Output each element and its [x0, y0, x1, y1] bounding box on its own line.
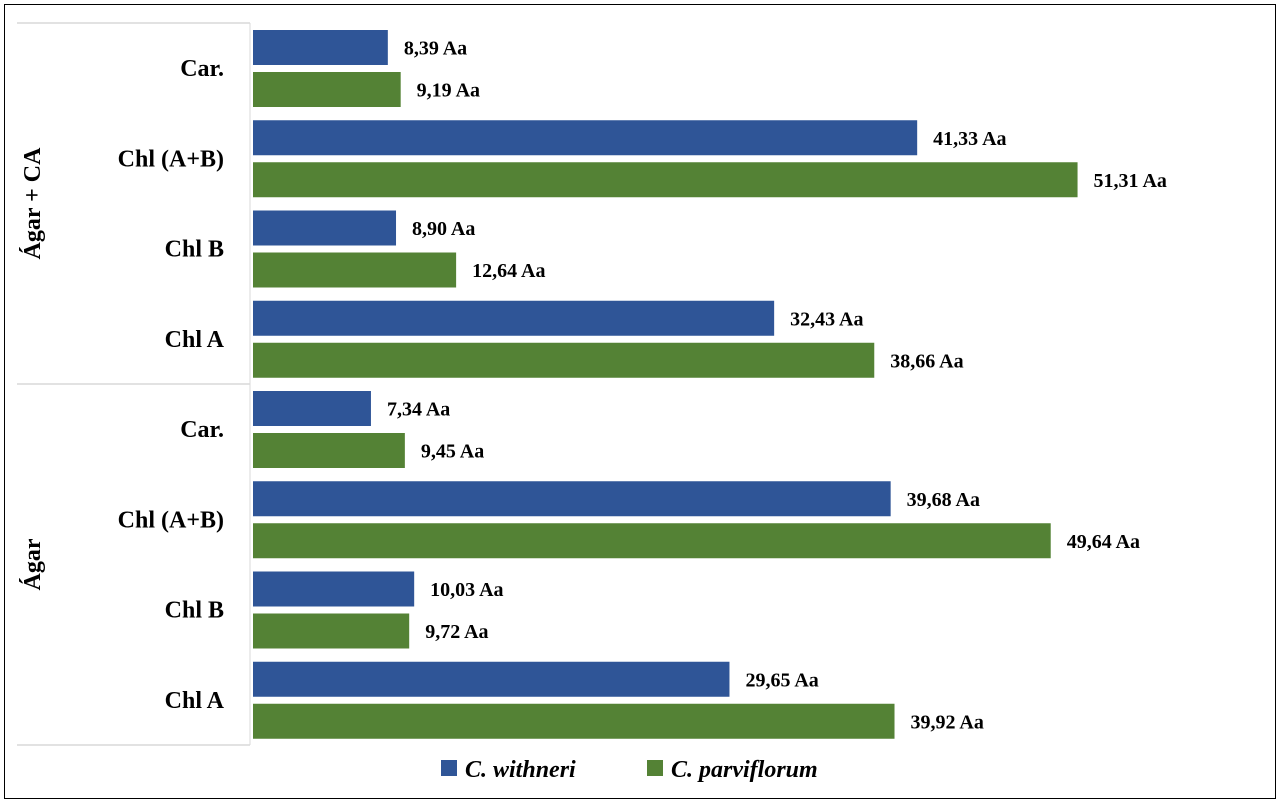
data-label: 51,31 Aa: [1094, 170, 1167, 192]
data-label: 39,68 Aa: [907, 489, 980, 511]
legend-label: C. withneri: [465, 757, 576, 783]
bar: [253, 300, 775, 336]
category-label: Chl (A+B): [118, 507, 224, 533]
data-label: 39,92 Aa: [911, 711, 984, 733]
category-label: Chl B: [165, 598, 224, 624]
data-label: 9,19 Aa: [417, 80, 480, 102]
legend-swatch: [441, 760, 457, 776]
bar: [253, 30, 388, 65]
data-label: 32,43 Aa: [790, 308, 863, 330]
bar: [253, 342, 875, 378]
data-label: 8,90 Aa: [412, 218, 475, 240]
bar: [253, 391, 371, 426]
category-label: Chl (A+B): [118, 146, 224, 172]
data-label: 10,03 Aa: [430, 579, 503, 601]
bar: [253, 120, 918, 156]
bar: [253, 571, 415, 607]
data-label: 41,33 Aa: [933, 128, 1006, 150]
legend-swatch: [647, 760, 663, 776]
group-label: Ágar: [20, 538, 46, 590]
data-label: 38,66 Aa: [890, 350, 963, 372]
data-label: 8,39 Aa: [404, 38, 467, 60]
data-label: 9,45 Aa: [421, 441, 484, 463]
bar: [253, 661, 730, 697]
data-label: 49,64 Aa: [1067, 531, 1140, 553]
category-label: Chl B: [165, 237, 224, 263]
legend-label: C. parviflorum: [671, 757, 818, 783]
category-label: Chl A: [165, 688, 225, 714]
bar: [253, 481, 891, 517]
bar: [253, 433, 405, 468]
bar: [253, 613, 410, 649]
data-label: 29,65 Aa: [745, 669, 818, 691]
bar: [253, 703, 895, 739]
data-label: 9,72 Aa: [425, 621, 488, 643]
data-label: 7,34 Aa: [387, 399, 450, 421]
bar: [253, 523, 1051, 559]
bar: [253, 72, 401, 107]
data-label: 12,64 Aa: [472, 260, 545, 282]
bar: [253, 252, 457, 288]
category-label: Chl A: [165, 327, 225, 353]
bar: [253, 210, 397, 246]
bar: [253, 162, 1078, 198]
category-label: Car.: [180, 56, 224, 82]
category-label: Car.: [180, 417, 224, 443]
group-label: Ágar + CA: [20, 147, 46, 260]
